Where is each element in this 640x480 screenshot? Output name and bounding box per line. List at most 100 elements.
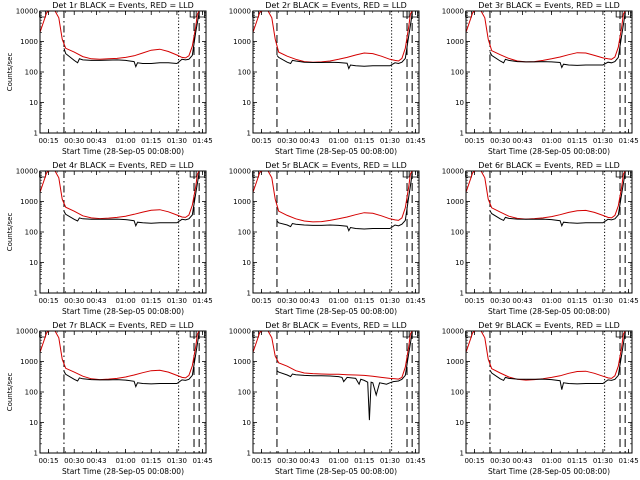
x-tick-label: 00:43 xyxy=(512,457,532,465)
y-tick-label: 100 xyxy=(238,229,251,237)
chart-title: Det 9r BLACK = Events, RED = LLD xyxy=(478,321,620,330)
x-tick-label: 01:45 xyxy=(192,297,212,305)
x-tick-label: 00:30 xyxy=(277,457,297,465)
y-tick-label: 1000 xyxy=(20,358,38,366)
y-axis-label: Counts/sec xyxy=(6,213,14,252)
x-tick-label: 01:15 xyxy=(141,457,161,465)
x-tick-label: 01:30 xyxy=(167,297,187,305)
y-tick-label: 1 xyxy=(34,130,38,138)
y-tick-label: 10 xyxy=(455,419,464,427)
chart-title: Det 5r BLACK = Events, RED = LLD xyxy=(265,161,407,170)
x-tick-label: 00:15 xyxy=(38,457,58,465)
chart-panel-3: Det 3r BLACK = Events, RED = LLD 1 10 100 10… xyxy=(442,1,639,156)
x-tick-label: 00:30 xyxy=(490,457,510,465)
x-tick-label: 00:15 xyxy=(251,137,271,145)
x-tick-label: 01:45 xyxy=(192,457,212,465)
series-line-events xyxy=(63,332,200,388)
attenuator-marker xyxy=(402,331,410,338)
y-tick-label: 10000 xyxy=(442,168,464,176)
chart-title: Det 8r BLACK = Events, RED = LLD xyxy=(265,321,407,330)
series-line-lld xyxy=(40,331,200,381)
x-tick-label: 01:00 xyxy=(115,137,135,145)
chart-panel-7: Det 7r BLACK = Events, RED = LLD 1 10 100 10… xyxy=(6,321,213,476)
x-tick-label: 01:00 xyxy=(115,457,135,465)
x-tick-label: 00:15 xyxy=(464,137,484,145)
x-tick-label: 01:45 xyxy=(618,297,638,305)
y-tick-label: 10 xyxy=(29,259,38,267)
x-axis-label: Start Time (28-Sep-05 00:08:00) xyxy=(62,467,184,476)
series-line-events xyxy=(63,172,200,228)
series-line-lld xyxy=(253,171,413,223)
chart-title: Det 1r BLACK = Events, RED = LLD xyxy=(52,1,194,10)
y-tick-label: 1000 xyxy=(20,38,38,46)
series-line-lld xyxy=(253,331,413,380)
chart-panel-2: Det 2r BLACK = Events, RED = LLD 1 10 100 10… xyxy=(229,1,426,156)
y-tick-label: 1 xyxy=(247,450,251,458)
series-line-events xyxy=(276,13,413,70)
y-tick-label: 1 xyxy=(460,290,464,298)
y-axis-label: Counts/sec xyxy=(6,373,14,412)
y-tick-label: 1000 xyxy=(20,198,38,206)
x-tick-label: 01:15 xyxy=(567,297,587,305)
chart-title: Det 4r BLACK = Events, RED = LLD xyxy=(52,161,194,170)
x-tick-label: 01:00 xyxy=(541,137,561,145)
x-tick-label: 01:30 xyxy=(593,457,613,465)
x-tick-label: 01:45 xyxy=(192,137,212,145)
attenuator-marker xyxy=(189,171,197,178)
x-tick-label: 01:30 xyxy=(380,297,400,305)
attenuator-marker xyxy=(189,331,197,338)
series-line-lld xyxy=(466,171,626,220)
x-tick-label: 00:15 xyxy=(38,297,58,305)
y-tick-label: 10000 xyxy=(229,328,251,336)
y-tick-label: 1000 xyxy=(233,358,251,366)
x-tick-label: 00:15 xyxy=(251,457,271,465)
x-tick-label: 01:45 xyxy=(618,457,638,465)
plot-frame xyxy=(465,170,633,294)
y-tick-label: 1000 xyxy=(446,198,464,206)
y-tick-label: 10000 xyxy=(442,328,464,336)
y-tick-label: 100 xyxy=(25,389,38,397)
x-tick-label: 01:30 xyxy=(593,297,613,305)
x-tick-label: 01:45 xyxy=(405,457,425,465)
y-tick-label: 1 xyxy=(247,130,251,138)
x-tick-label: 00:15 xyxy=(464,457,484,465)
y-tick-label: 100 xyxy=(25,69,38,77)
series-line-events xyxy=(276,332,413,421)
y-tick-label: 10 xyxy=(242,99,251,107)
y-tick-label: 10000 xyxy=(442,8,464,16)
x-tick-label: 00:43 xyxy=(512,297,532,305)
y-tick-label: 10 xyxy=(242,259,251,267)
plot-frame xyxy=(465,10,633,134)
attenuator-marker xyxy=(402,11,410,18)
x-tick-label: 00:43 xyxy=(512,137,532,145)
x-tick-label: 00:30 xyxy=(490,137,510,145)
y-tick-label: 1 xyxy=(34,450,38,458)
y-tick-label: 1 xyxy=(247,290,251,298)
y-tick-label: 10 xyxy=(455,99,464,107)
x-tick-label: 00:30 xyxy=(64,137,84,145)
y-tick-label: 10000 xyxy=(16,328,38,336)
x-tick-label: 00:43 xyxy=(86,457,106,465)
plot-frame xyxy=(465,330,633,454)
y-tick-label: 100 xyxy=(451,389,464,397)
x-axis-label: Start Time (28-Sep-05 00:08:00) xyxy=(275,147,397,156)
x-tick-label: 01:15 xyxy=(141,297,161,305)
attenuator-marker xyxy=(402,171,410,178)
x-axis-label: Start Time (28-Sep-05 00:08:00) xyxy=(275,307,397,316)
x-tick-label: 01:15 xyxy=(567,137,587,145)
x-axis-label: Start Time (28-Sep-05 00:08:00) xyxy=(488,147,610,156)
y-tick-label: 10000 xyxy=(16,8,38,16)
y-tick-label: 1 xyxy=(34,290,38,298)
series-line-lld xyxy=(466,331,626,381)
y-tick-label: 10 xyxy=(242,419,251,427)
x-tick-label: 00:43 xyxy=(299,297,319,305)
series-line-events xyxy=(63,12,200,68)
x-tick-label: 00:43 xyxy=(86,297,106,305)
chart-title: Det 3r BLACK = Events, RED = LLD xyxy=(478,1,620,10)
x-tick-label: 01:45 xyxy=(405,137,425,145)
y-tick-label: 100 xyxy=(25,229,38,237)
x-tick-label: 00:15 xyxy=(38,137,58,145)
x-tick-label: 01:00 xyxy=(541,457,561,465)
x-tick-label: 01:00 xyxy=(328,297,348,305)
y-tick-label: 1000 xyxy=(446,38,464,46)
